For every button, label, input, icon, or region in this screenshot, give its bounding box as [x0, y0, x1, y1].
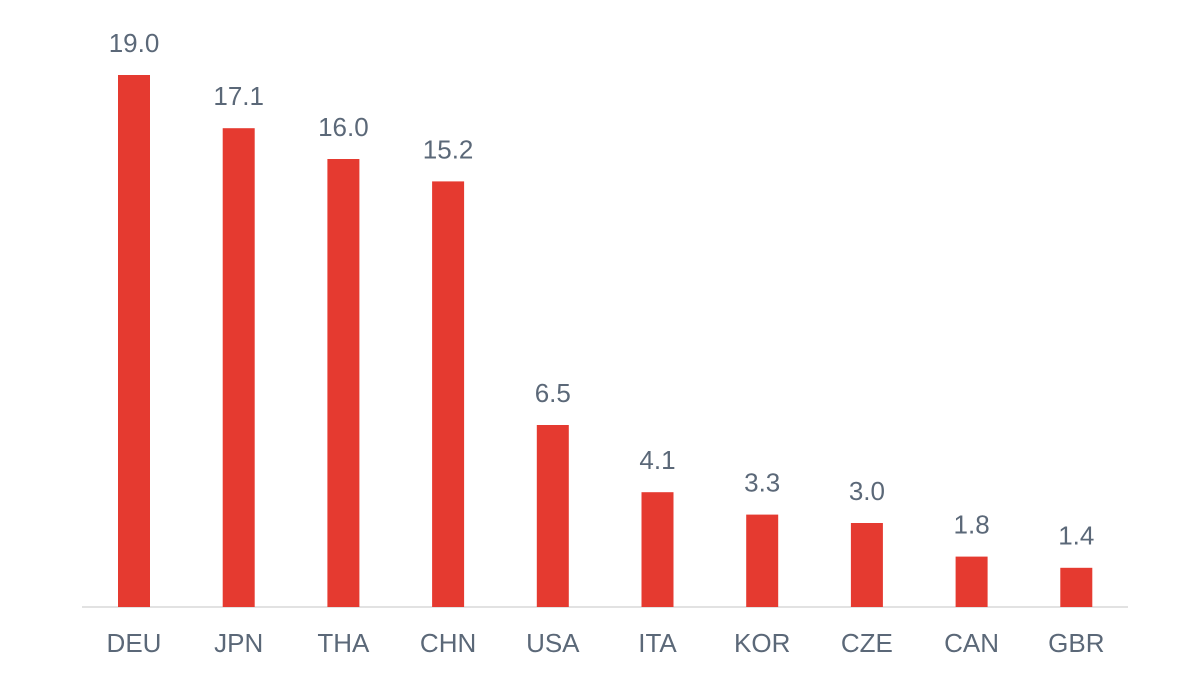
bar — [327, 159, 360, 607]
x-tick-label: KOR — [734, 628, 790, 658]
x-tick-label: GBR — [1048, 628, 1104, 658]
bar — [850, 523, 883, 607]
x-tick-label: JPN — [214, 628, 263, 658]
bar — [746, 514, 779, 607]
bar — [955, 556, 988, 607]
bar — [536, 425, 569, 607]
x-tick-label: ITA — [638, 628, 677, 658]
value-label: 3.3 — [744, 467, 780, 497]
x-tick-label: CHN — [420, 628, 476, 658]
bar — [118, 75, 150, 607]
x-tick-label: CAN — [944, 628, 999, 658]
value-label: 15.2 — [423, 134, 474, 164]
bar — [222, 128, 255, 607]
x-tick-label: USA — [526, 628, 580, 658]
value-label: 6.5 — [535, 378, 571, 408]
bar — [432, 181, 465, 607]
value-label: 1.8 — [954, 509, 990, 539]
bar — [1060, 567, 1093, 607]
bar — [641, 492, 674, 607]
x-tick-label: THA — [317, 628, 370, 658]
value-label: 17.1 — [213, 81, 264, 111]
value-label: 1.4 — [1058, 521, 1094, 551]
value-label: 16.0 — [318, 112, 369, 142]
value-label: 4.1 — [639, 445, 675, 475]
value-label: 3.0 — [849, 476, 885, 506]
value-label: 19.0 — [109, 28, 160, 58]
x-tick-label: CZE — [841, 628, 893, 658]
x-tick-label: DEU — [107, 628, 162, 658]
